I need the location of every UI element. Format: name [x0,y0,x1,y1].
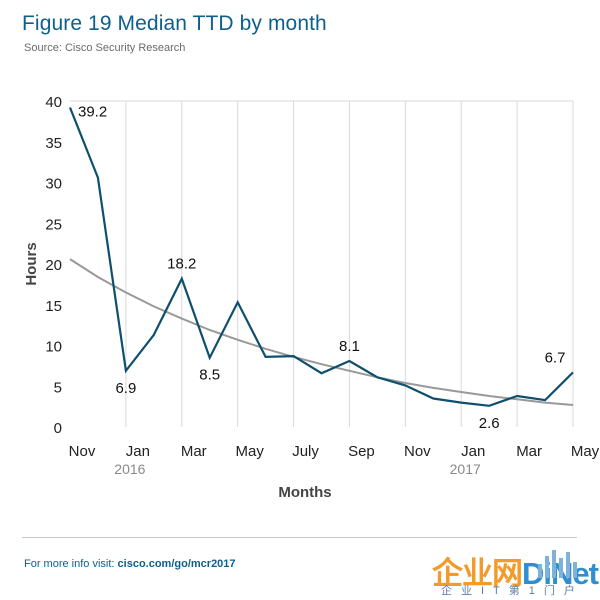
x-tick-label: Mar [516,443,542,460]
watermark-logo-main: 企业网 [432,556,523,591]
y-tick-label: 35 [45,135,62,152]
y-tick-label: 0 [54,420,62,437]
data-label: 8.5 [199,367,220,384]
x-tick-label: Nov [69,443,96,460]
y-tick-label: 15 [45,298,62,315]
x-axis-title: Months [278,484,331,501]
x-tick-label: Nov [404,443,431,460]
footer-prefix: For more info visit: [24,558,118,570]
y-tick-label: 5 [54,379,62,396]
y-tick-label: 20 [45,257,62,274]
x-tick-label: May [571,443,600,460]
data-label: 8.1 [339,338,360,355]
x-year-label: 2016 [114,461,145,477]
x-tick-label: Sep [348,443,375,460]
x-tick-label: Jan [126,443,150,460]
data-label: 2.6 [479,415,500,432]
y-tick-label: 25 [45,216,62,233]
watermark-tagline: 企业IT第1门户 [441,585,584,597]
trend-line [69,258,574,406]
x-tick-label: May [235,443,264,460]
x-year-label: 2017 [450,461,481,477]
footer-divider [22,537,577,538]
chart-subtitle: Source: Cisco Security Research [24,42,186,54]
series-line [68,107,574,407]
y-tick-label: 40 [45,94,62,111]
data-label: 6.7 [545,349,566,366]
data-label: 6.9 [115,380,136,397]
data-label: 18.2 [167,256,196,273]
footer-url-link[interactable]: cisco.com/go/mcr2017 [117,558,236,570]
watermark-bars-icon [538,550,577,578]
x-tick-label: July [292,443,319,460]
x-tick-label: Jan [461,443,485,460]
chart-title: Figure 19 Median TTD by month [22,12,327,35]
x-tick-label: Mar [181,443,207,460]
footer-note: For more info visit: cisco.com/go/mcr201… [24,558,236,570]
y-axis-title: Hours [23,242,40,285]
watermark-logo: 企业网DiNet [432,548,599,593]
y-tick-label: 30 [45,176,62,193]
data-label: 39.2 [78,104,107,121]
y-tick-label: 10 [45,339,62,356]
